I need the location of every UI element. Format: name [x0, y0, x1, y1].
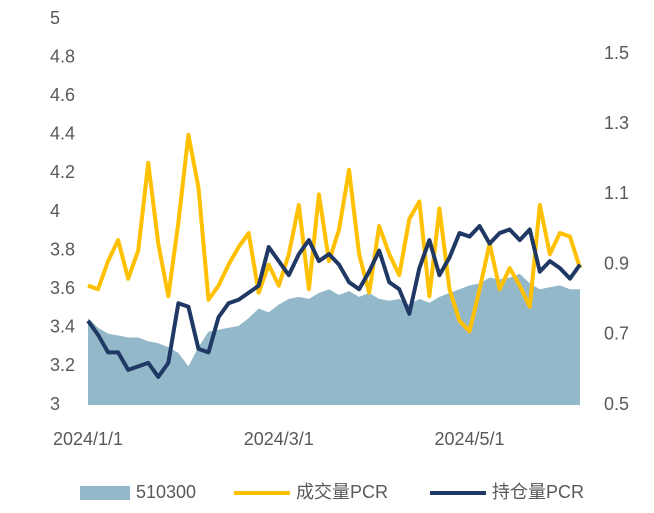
x-tick-label: 2024/5/1: [435, 429, 505, 449]
y-tick-label: 5: [50, 8, 60, 28]
y-tick-label: 4: [50, 201, 60, 221]
y-tick-label: 3.4: [50, 317, 75, 337]
y2-tick-label: 1.3: [604, 113, 629, 133]
y2-tick-label: 0.5: [604, 394, 629, 414]
y-tick-label: 4.4: [50, 124, 75, 144]
y-tick-label: 3.6: [50, 278, 75, 298]
line: [87, 132, 582, 334]
y-tick-label: 4.8: [50, 46, 75, 66]
y2-tick-label: 0.9: [604, 253, 629, 273]
y-tick-label: 4.6: [50, 85, 75, 105]
legend-label: 持仓量PCR: [492, 482, 584, 502]
y-tick-label: 3.8: [50, 239, 75, 259]
y2-tick-label: 1.1: [604, 183, 629, 203]
legend-label: 成交量PCR: [296, 482, 388, 502]
y-tick-label: 3.2: [50, 355, 75, 375]
line: [86, 224, 582, 379]
x-tick-label: 2024/1/1: [53, 429, 123, 449]
y2-tick-label: 1.5: [604, 43, 629, 63]
y2-tick-label: 0.7: [604, 324, 629, 344]
legend-label: 510300: [136, 482, 196, 502]
x-tick-label: 2024/3/1: [244, 429, 314, 449]
area: [88, 273, 580, 405]
y-tick-label: 4.2: [50, 162, 75, 182]
y-tick-label: 3: [50, 394, 60, 414]
legend-swatch: [80, 486, 130, 500]
